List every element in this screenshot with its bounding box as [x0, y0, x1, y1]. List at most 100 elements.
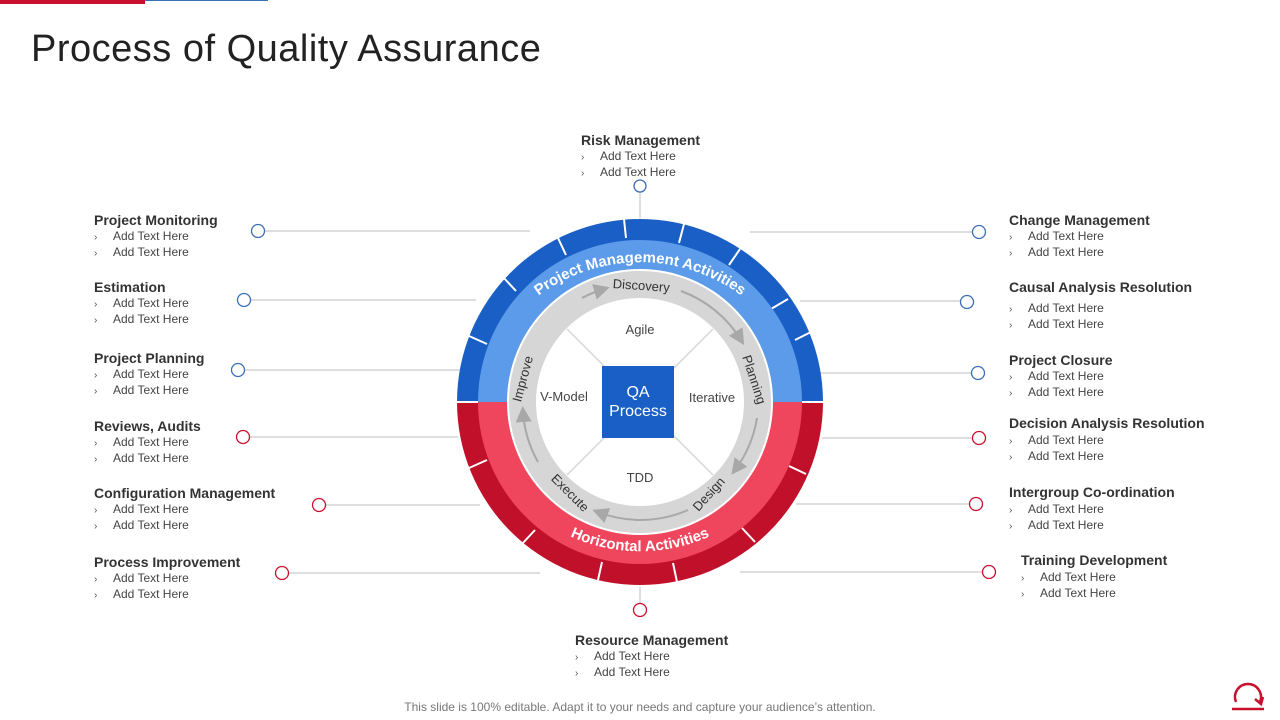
list-item: › Add Text Here: [575, 665, 670, 679]
block-heading: Project Closure: [1009, 352, 1113, 368]
list-item: › Add Text Here: [94, 312, 189, 326]
block-project-closure: Project Closure › Add Text Here › Add Text…: [1009, 352, 1112, 401]
chevron-right-icon: ›: [1009, 248, 1013, 259]
chevron-right-icon: ›: [1009, 372, 1013, 383]
list-item: › Add Text Here: [94, 451, 189, 465]
chevron-right-icon: ›: [1009, 304, 1013, 315]
node-circle-causal-analysis: [959, 294, 975, 310]
block-heading: Change Management: [1009, 212, 1150, 228]
list-item: › Add Text Here: [1009, 245, 1104, 259]
node-circle-intergroup-coordination: [968, 496, 984, 512]
block-project-planning: Project Planning › Add Text Here › Add Tex…: [94, 350, 204, 399]
quadrant-label-agile: Agile: [626, 322, 655, 337]
node-circle-project-monitoring: [250, 223, 266, 239]
list-item: › Add Text Here: [581, 149, 676, 163]
list-item: › Add Text Here: [1009, 385, 1104, 399]
node-circle-reviews-audits: [235, 429, 251, 445]
list-item: › Add Text Here: [94, 502, 189, 516]
block-heading: Process Improvement: [94, 554, 241, 570]
list-item: › Add Text Here: [94, 367, 189, 381]
chevron-right-icon: ›: [1009, 452, 1013, 463]
chevron-right-icon: ›: [1009, 232, 1013, 243]
outer-ring-separators: [457, 218, 823, 583]
chevron-right-icon: ›: [94, 315, 98, 326]
block-heading: Training Development: [1021, 552, 1168, 568]
list-item: › Add Text Here: [94, 587, 189, 601]
block-intergroup-coordination: Intergroup Co-ordination › Add Text Here …: [1009, 484, 1175, 534]
list-item: › Add Text Here: [94, 518, 189, 532]
block-heading: Project Monitoring: [94, 212, 218, 228]
chevron-right-icon: ›: [1009, 521, 1013, 532]
block-configuration-management: Configuration Management › Add Text Here …: [94, 485, 275, 534]
chevron-right-icon: ›: [94, 505, 98, 516]
chevron-right-icon: ›: [581, 168, 585, 179]
footer-note: This slide is 100% editable. Adapt it to…: [404, 700, 876, 714]
list-item: › Add Text Here: [94, 571, 189, 585]
block-heading: Intergroup Co-ordination: [1009, 484, 1175, 500]
node-circle-project-planning: [230, 362, 246, 378]
block-causal-analysis-resolution: Causal Analysis Resolution › Add Text Her…: [1009, 279, 1192, 333]
block-heading: Resource Management: [575, 632, 729, 648]
chevron-right-icon: ›: [94, 299, 98, 310]
list-item: › Add Text Here: [94, 245, 189, 259]
chevron-right-icon: ›: [94, 574, 98, 585]
connector-lines: [244, 192, 983, 604]
block-process-improvement: Process Improvement › Add Text Here › Add …: [94, 554, 240, 603]
chevron-right-icon: ›: [1009, 320, 1013, 331]
list-item: › Add Text Here: [1021, 586, 1116, 600]
chevron-right-icon: ›: [575, 668, 579, 679]
quadrant-label-vmodel: V-Model: [540, 389, 588, 404]
list-item: › Add Text Here: [1009, 317, 1104, 331]
chevron-right-icon: ›: [1021, 589, 1025, 600]
list-item: › Add Text Here: [1009, 449, 1104, 463]
list-item: › Add Text Here: [1021, 570, 1116, 584]
list-item: › Add Text Here: [94, 383, 189, 397]
chevron-right-icon: ›: [1009, 436, 1013, 447]
list-item: › Add Text Here: [94, 296, 189, 310]
refresh-cycle-icon: [1232, 682, 1265, 711]
center-label-line1: QA: [626, 384, 650, 401]
chevron-right-icon: ›: [575, 652, 579, 663]
chevron-right-icon: ›: [94, 454, 98, 465]
block-project-monitoring: Project Monitoring › Add Text Here › Add T…: [94, 212, 218, 261]
chevron-right-icon: ›: [94, 590, 98, 601]
list-item: › Add Text Here: [94, 435, 189, 449]
node-circle-risk-management: [633, 179, 647, 193]
node-circle-change-management: [971, 224, 987, 240]
cycle-arrows: [515, 284, 758, 524]
block-resource-management: Resource Management › Add Text Here › Add …: [575, 632, 728, 681]
list-item: › Add Text Here: [575, 649, 670, 663]
list-item: › Add Text Here: [1009, 518, 1104, 532]
quadrant-label-iterative: Iterative: [689, 390, 735, 405]
qa-process-center: QA Process: [602, 366, 674, 438]
list-item: › Add Text Here: [1009, 369, 1104, 383]
chevron-right-icon: ›: [94, 232, 98, 243]
block-heading: Decision Analysis Resolution: [1009, 415, 1205, 431]
block-estimation: Estimation › Add Text Here › Add Text Here: [94, 279, 189, 328]
block-training-development: Training Development › Add Text Here › Add…: [1021, 552, 1167, 602]
block-decision-analysis-resolution: Decision Analysis Resolution › Add Text H…: [1009, 415, 1205, 465]
chevron-right-icon: ›: [94, 386, 98, 397]
block-risk-management: Risk Management › Add Text Here › Add Text…: [581, 132, 700, 181]
node-circle-estimation: [236, 292, 252, 308]
node-circle-decision-analysis: [971, 430, 987, 446]
chevron-right-icon: ›: [1009, 388, 1013, 399]
list-item: › Add Text Here: [1009, 301, 1104, 315]
cycle-label-discovery: Discovery: [612, 276, 670, 295]
list-item: › Add Text Here: [94, 229, 189, 243]
list-item: › Add Text Here: [581, 165, 676, 179]
chevron-right-icon: ›: [1021, 573, 1025, 584]
node-circle-configuration-management: [311, 497, 327, 513]
list-item: › Add Text Here: [1009, 229, 1104, 243]
node-circle-resource-management: [632, 602, 648, 618]
block-heading: Estimation: [94, 279, 166, 295]
block-heading: Reviews, Audits: [94, 418, 201, 434]
node-circle-training-development: [981, 564, 997, 580]
list-item: › Add Text Here: [1009, 502, 1104, 516]
block-heading: Risk Management: [581, 132, 701, 148]
top-accent-bar-red: [0, 0, 145, 4]
block-heading: Project Planning: [94, 350, 205, 366]
center-label-line2: Process: [609, 403, 667, 420]
node-circle-project-closure: [970, 365, 986, 381]
